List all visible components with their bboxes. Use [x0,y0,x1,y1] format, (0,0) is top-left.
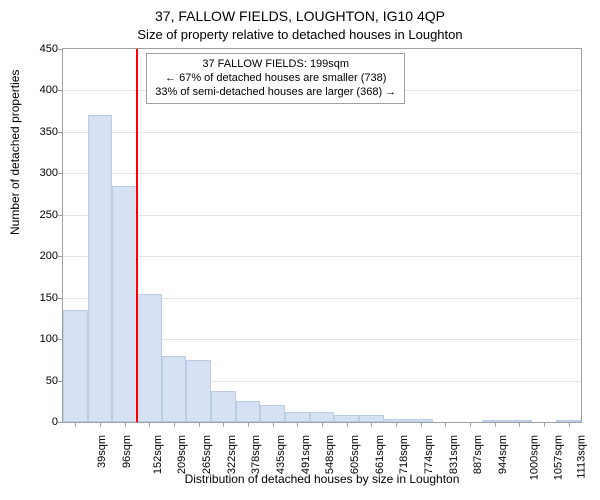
ytick-mark [58,90,63,91]
gridline [63,215,581,216]
xtick-mark [125,422,126,427]
xtick-label: 435sqm [275,435,287,474]
xtick-label: 944sqm [497,435,509,474]
gridline [63,132,581,133]
xtick-mark [421,422,422,427]
histogram-bar [186,360,211,422]
xtick-mark [75,422,76,427]
ytick-label: 250 [18,209,58,221]
histogram-bar [211,391,236,422]
xtick-label: 96sqm [121,435,133,468]
xtick-label: 887sqm [472,435,484,474]
xtick-mark [396,422,397,427]
xtick-mark [248,422,249,427]
ytick-mark [58,256,63,257]
xtick-label: 605sqm [349,435,361,474]
xtick-mark [347,422,348,427]
ytick-label: 150 [18,292,58,304]
gridline [63,173,581,174]
gridline [63,256,581,257]
histogram-bar [112,186,137,422]
ytick-label: 450 [18,43,58,55]
xtick-mark [445,422,446,427]
xtick-label: 322sqm [226,435,238,474]
histogram-bar [334,415,359,422]
ytick-label: 350 [18,126,58,138]
histogram-bar [88,115,113,422]
annotation-line: 33% of semi-detached houses are larger (… [155,86,396,100]
xtick-label: 1113sqm [576,435,588,479]
xtick-mark [297,422,298,427]
xtick-mark [149,422,150,427]
xtick-label: 1000sqm [528,435,540,480]
histogram-bar [236,401,261,422]
xtick-label: 265sqm [201,435,213,474]
chart-title-subtitle: Size of property relative to detached ho… [0,27,600,42]
ytick-label: 200 [18,250,58,262]
xtick-label: 152sqm [152,435,164,474]
xtick-mark [371,422,372,427]
xtick-label: 378sqm [250,435,262,474]
plot-area: 37 FALLOW FIELDS: 199sqm← 67% of detache… [62,48,582,423]
histogram-bar [285,412,310,422]
xtick-label: 661sqm [374,435,386,474]
ytick-label: 0 [18,416,58,428]
xtick-label: 39sqm [96,435,108,468]
xtick-mark [544,422,545,427]
histogram-bar [260,405,285,422]
xtick-mark [470,422,471,427]
xtick-mark [273,422,274,427]
xtick-label: 831sqm [448,435,460,474]
marker-line [136,49,138,422]
histogram-bar [63,310,88,422]
ytick-label: 100 [18,333,58,345]
ytick-mark [58,215,63,216]
xtick-label: 718sqm [398,435,410,474]
xtick-label: 548sqm [324,435,336,474]
ytick-label: 50 [18,375,58,387]
ytick-label: 300 [18,167,58,179]
annotation-box: 37 FALLOW FIELDS: 199sqm← 67% of detache… [146,53,405,104]
chart-title-address: 37, FALLOW FIELDS, LOUGHTON, IG10 4QP [0,8,600,24]
xtick-mark [322,422,323,427]
ytick-mark [58,298,63,299]
ytick-label: 400 [18,84,58,96]
xtick-label: 774sqm [423,435,435,474]
xtick-mark [569,422,570,427]
chart-container: 37, FALLOW FIELDS, LOUGHTON, IG10 4QP Si… [0,0,600,500]
xtick-mark [223,422,224,427]
ytick-mark [58,132,63,133]
xtick-label: 1057sqm [553,435,565,480]
annotation-line: 37 FALLOW FIELDS: 199sqm [155,58,396,72]
ytick-mark [58,49,63,50]
histogram-bar [359,415,384,422]
xtick-mark [100,422,101,427]
histogram-bar [137,294,162,422]
annotation-line: ← 67% of detached houses are smaller (73… [155,72,396,86]
xtick-mark [199,422,200,427]
ytick-mark [58,173,63,174]
histogram-bar [162,356,187,422]
ytick-mark [58,422,63,423]
xtick-label: 491sqm [300,435,312,474]
xtick-mark [519,422,520,427]
xtick-mark [174,422,175,427]
histogram-bar [310,412,335,422]
xtick-mark [495,422,496,427]
xtick-label: 209sqm [176,435,188,474]
